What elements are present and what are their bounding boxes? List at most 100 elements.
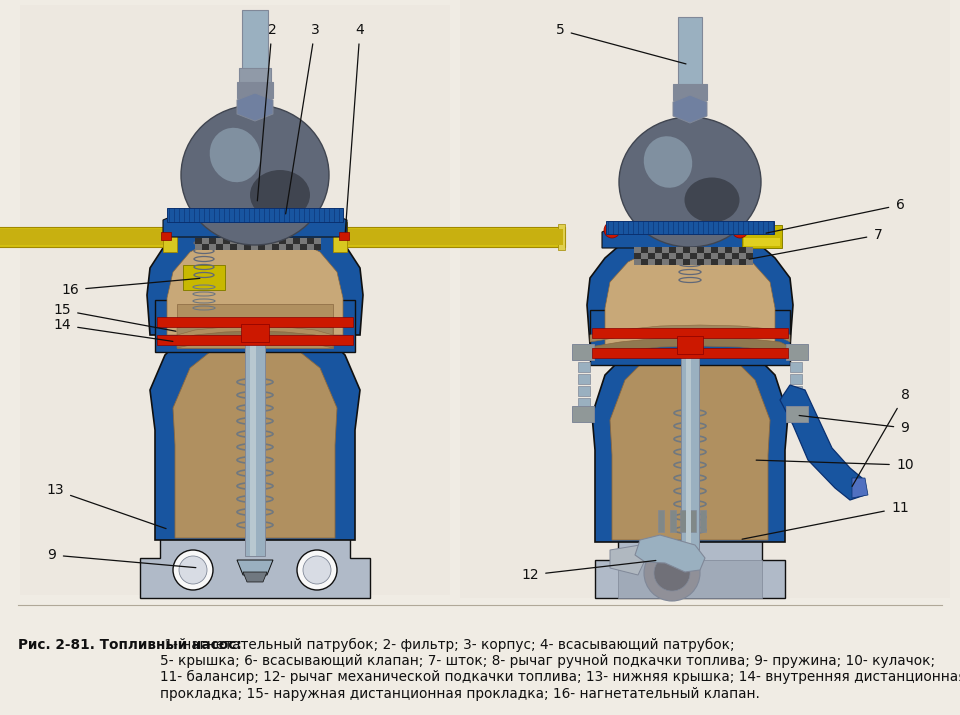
- Bar: [746, 259, 753, 265]
- Bar: [676, 253, 683, 259]
- Polygon shape: [173, 352, 337, 538]
- Bar: [673, 84, 707, 100]
- Circle shape: [654, 555, 690, 591]
- Polygon shape: [333, 222, 347, 252]
- Text: 13: 13: [46, 483, 166, 528]
- Bar: [690, 253, 697, 259]
- Bar: [655, 259, 662, 265]
- Polygon shape: [742, 225, 782, 248]
- Polygon shape: [587, 245, 793, 345]
- Bar: [286, 244, 293, 250]
- Polygon shape: [578, 386, 590, 396]
- Bar: [279, 238, 286, 244]
- Bar: [690, 247, 697, 253]
- Bar: [686, 342, 691, 560]
- Bar: [669, 253, 676, 259]
- Bar: [704, 259, 711, 265]
- Bar: [216, 244, 223, 250]
- Bar: [704, 253, 711, 259]
- Bar: [265, 244, 272, 250]
- Bar: [239, 68, 271, 82]
- Bar: [725, 247, 732, 253]
- Bar: [658, 510, 664, 532]
- Bar: [592, 348, 788, 358]
- Bar: [786, 406, 808, 422]
- Ellipse shape: [644, 137, 692, 188]
- Bar: [700, 510, 706, 532]
- Bar: [300, 244, 307, 250]
- Polygon shape: [578, 410, 590, 420]
- Ellipse shape: [250, 170, 310, 220]
- Bar: [272, 238, 279, 244]
- Bar: [662, 253, 669, 259]
- Text: 10: 10: [756, 458, 914, 472]
- Ellipse shape: [684, 177, 739, 222]
- Polygon shape: [790, 362, 802, 372]
- Polygon shape: [343, 227, 565, 247]
- Polygon shape: [167, 242, 343, 335]
- Bar: [258, 238, 265, 244]
- Polygon shape: [790, 374, 802, 384]
- Polygon shape: [790, 410, 802, 420]
- Bar: [244, 238, 251, 244]
- Bar: [670, 510, 676, 532]
- Bar: [202, 244, 209, 250]
- Bar: [339, 232, 349, 240]
- Bar: [209, 238, 216, 244]
- Polygon shape: [163, 215, 347, 237]
- Text: Рис. 2-81. Топливный насос:: Рис. 2-81. Топливный насос:: [18, 638, 242, 652]
- Bar: [223, 238, 230, 244]
- Circle shape: [732, 222, 748, 238]
- Polygon shape: [618, 560, 762, 598]
- Bar: [641, 247, 648, 253]
- Text: 9: 9: [48, 548, 196, 568]
- Bar: [634, 247, 641, 253]
- Bar: [676, 259, 683, 265]
- Polygon shape: [578, 350, 590, 360]
- Bar: [245, 326, 265, 556]
- Bar: [572, 406, 594, 422]
- Text: 9: 9: [799, 415, 909, 435]
- Bar: [718, 247, 725, 253]
- Bar: [669, 247, 676, 253]
- Bar: [157, 317, 353, 327]
- Bar: [697, 259, 704, 265]
- Bar: [590, 310, 790, 365]
- Bar: [251, 238, 258, 244]
- Polygon shape: [243, 572, 267, 582]
- Bar: [662, 259, 669, 265]
- Bar: [655, 253, 662, 259]
- Polygon shape: [177, 331, 333, 348]
- Polygon shape: [150, 335, 360, 540]
- Bar: [167, 208, 343, 222]
- Bar: [307, 244, 314, 250]
- Polygon shape: [673, 95, 707, 123]
- Polygon shape: [602, 227, 778, 248]
- Bar: [683, 259, 690, 265]
- Bar: [725, 259, 732, 265]
- Bar: [272, 244, 279, 250]
- Bar: [606, 221, 774, 234]
- Polygon shape: [595, 540, 785, 598]
- Polygon shape: [578, 362, 590, 372]
- Polygon shape: [578, 398, 590, 408]
- Bar: [677, 336, 703, 354]
- Ellipse shape: [209, 128, 260, 182]
- Polygon shape: [590, 325, 790, 342]
- Polygon shape: [610, 363, 770, 540]
- Bar: [697, 247, 704, 253]
- Polygon shape: [183, 265, 225, 290]
- Bar: [676, 247, 683, 253]
- Bar: [739, 259, 746, 265]
- Circle shape: [303, 556, 331, 584]
- Polygon shape: [237, 560, 273, 575]
- Bar: [711, 253, 718, 259]
- Bar: [718, 259, 725, 265]
- Bar: [279, 244, 286, 250]
- Bar: [300, 238, 307, 244]
- Bar: [258, 244, 265, 250]
- Bar: [746, 253, 753, 259]
- Bar: [648, 247, 655, 253]
- Bar: [314, 244, 321, 250]
- Text: 15: 15: [53, 303, 176, 331]
